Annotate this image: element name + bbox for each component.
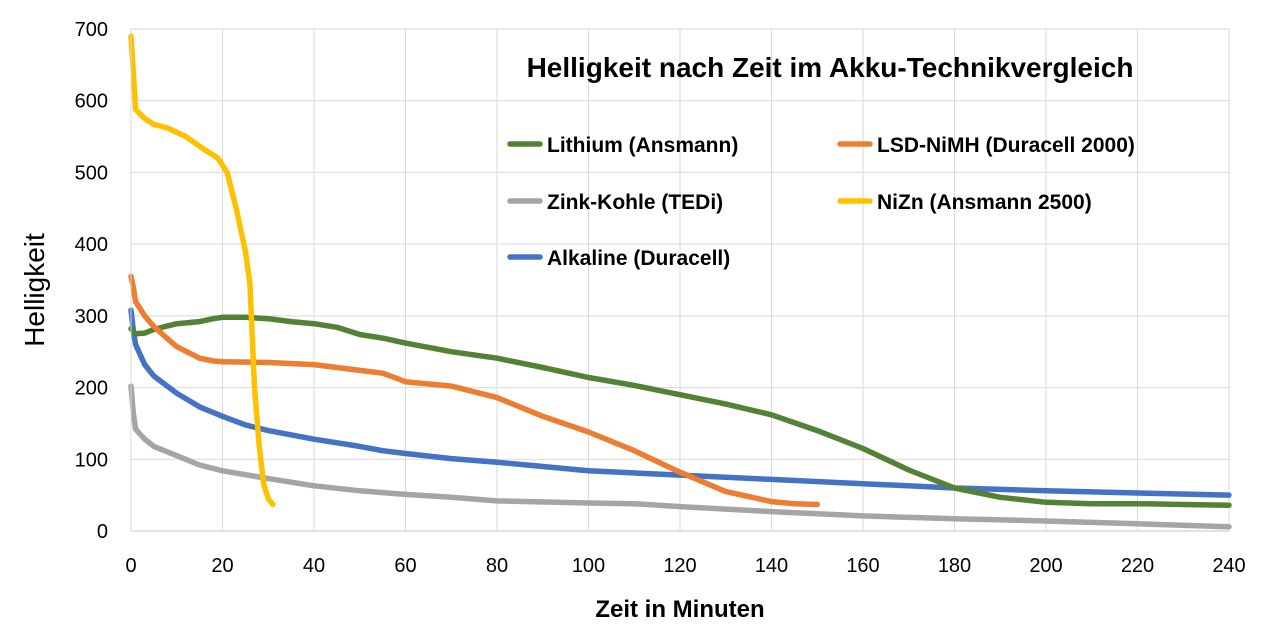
series-line-lsd-nimh-duracell-2000 [128,273,821,508]
chart-title: Helligkeit nach Zeit im Akku-Technikverg… [527,52,1134,83]
y-tick-label: 500 [75,162,108,184]
legend-label: Lithium (Ansmann) [547,134,738,157]
legend-label: LSD-NiMH (Duracell 2000) [877,134,1135,157]
series-lines [128,33,1232,530]
x-tick-label: 100 [572,555,605,577]
y-tick-label: 700 [75,19,108,41]
x-tick-label: 40 [303,555,325,577]
series-line-nizn-ansmann-2500 [128,33,276,508]
x-tick-label: 80 [486,555,508,577]
x-tick-label: 120 [663,555,696,577]
x-tick-label: 160 [846,555,879,577]
x-tick-label: 140 [755,555,788,577]
series-line-lithium-ansmann [128,314,1232,508]
series-line-alkaline-duracell [128,307,1232,498]
legend-label: NiZn (Ansmann 2500) [877,191,1092,214]
grid-lines [131,28,1230,531]
x-tick-label: 200 [1029,555,1062,577]
x-tick-label: 0 [125,555,136,577]
series-line-zink-kohle-tedi [128,383,1232,530]
axes: 0 100 200 300 400 500 600 700 0 20 40 60 80 100 120 140… [75,19,1246,577]
y-tick-label: 200 [75,378,108,400]
x-tick-label: 60 [394,555,416,577]
y-tick-label: 100 [75,449,108,471]
legend-label: Zink-Kohle (TEDi) [547,191,723,214]
x-tick-label: 20 [211,555,233,577]
x-axis-title: Zeit in Minuten [595,596,764,623]
y-tick-label: 0 [97,521,108,543]
x-tick-label: 240 [1212,555,1245,577]
x-tick-label: 220 [1121,555,1154,577]
legend-label: Alkaline (Duracell) [547,247,730,270]
y-tick-label: 600 [75,91,108,113]
x-tick-label: 180 [938,555,971,577]
legend: Lithium (Ansmann) LSD-NiMH (Duracell 2000… [507,134,1135,270]
y-tick-label: 400 [75,234,108,256]
y-tick-label: 300 [75,306,108,328]
y-axis-title: Helligkeit [19,233,50,347]
